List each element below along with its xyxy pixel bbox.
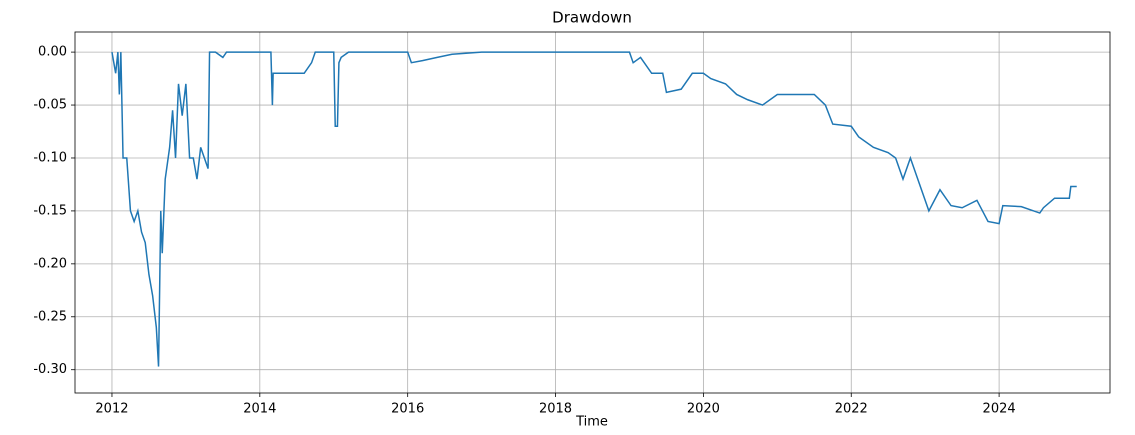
y-tick-label: -0.20 — [33, 256, 67, 271]
x-tick-label: 2024 — [983, 402, 1016, 417]
x-tick-label: 2016 — [391, 402, 424, 417]
x-tick-label: 2012 — [95, 402, 128, 417]
x-tick-label: 2014 — [243, 402, 276, 417]
y-tick-label: -0.15 — [33, 203, 67, 218]
plot-frame — [74, 31, 1111, 394]
y-tick-label: -0.05 — [33, 98, 67, 113]
y-tick-label: -0.25 — [33, 309, 67, 324]
x-tick-label: 2022 — [835, 402, 868, 417]
x-tick-label: 2020 — [687, 402, 720, 417]
y-tick-label: 0.00 — [38, 45, 67, 60]
x-axis-label: Time — [575, 415, 608, 430]
y-tick-label: -0.30 — [33, 362, 67, 377]
data-line — [111, 51, 1077, 367]
y-tick-label: -0.10 — [33, 150, 67, 165]
x-tick-label: 2018 — [539, 402, 572, 417]
chart-title: Drawdown — [552, 9, 632, 27]
